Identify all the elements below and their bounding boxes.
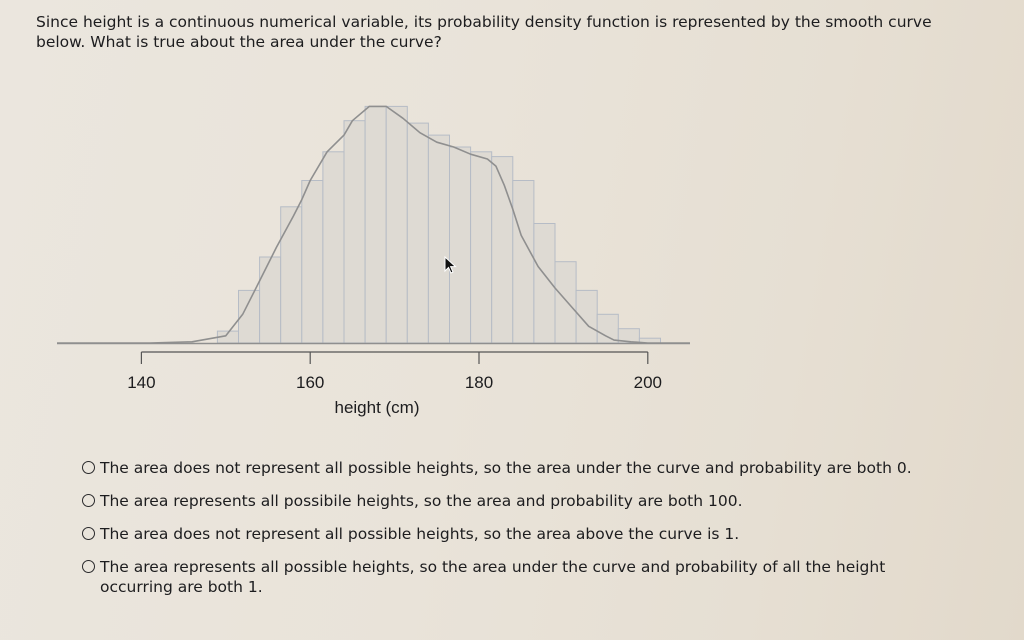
answer-option-a[interactable]: The area does not represent all possible… (80, 458, 940, 478)
histogram-bar (364, 105, 387, 344)
x-tick-label: 140 (127, 373, 155, 392)
histogram-bar (385, 105, 408, 344)
x-tick-label: 180 (465, 373, 493, 392)
density-chart: 140 160 180 200 height (cm) (57, 105, 690, 417)
x-axis: 140 160 180 200 (127, 351, 662, 392)
histogram-bar (554, 261, 577, 344)
histogram-bar (259, 256, 282, 344)
answer-option-text: The area does not represent all possible… (100, 459, 912, 477)
histogram-bar (449, 146, 472, 344)
answer-option-d[interactable]: The area represents all possible heights… (80, 557, 940, 597)
answer-option-text: The area represents all possibile height… (100, 492, 743, 510)
answer-option-c[interactable]: The area does not represent all possible… (80, 524, 940, 544)
mouse-pointer-icon (444, 256, 457, 274)
histogram-bar (427, 134, 450, 344)
histogram-bar (280, 206, 303, 344)
answer-option-text: The area does not represent all possible… (100, 525, 740, 543)
histogram-bar (322, 151, 345, 344)
histogram-bar (491, 156, 514, 344)
radio-button[interactable] (82, 560, 95, 573)
histogram-bar (512, 180, 535, 344)
histogram-bar (343, 120, 366, 344)
x-tick-label: 160 (296, 373, 324, 392)
density-curve (57, 105, 690, 344)
answer-options: The area does not represent all possible… (80, 458, 940, 610)
histogram-bar (596, 313, 619, 344)
x-tick-label: 200 (634, 373, 662, 392)
histogram-bar (406, 122, 429, 344)
radio-button[interactable] (82, 494, 95, 507)
radio-button[interactable] (82, 527, 95, 540)
radio-button[interactable] (82, 461, 95, 474)
question-text: Since height is a continuous numerical v… (36, 13, 932, 51)
histogram-bar (301, 180, 324, 344)
histogram-bar (470, 151, 493, 344)
answer-option-text: The area represents all possible heights… (100, 558, 886, 596)
histogram-bars (216, 105, 662, 344)
x-axis-title: height (cm) (334, 398, 419, 417)
answer-option-b[interactable]: The area represents all possibile height… (80, 491, 940, 511)
